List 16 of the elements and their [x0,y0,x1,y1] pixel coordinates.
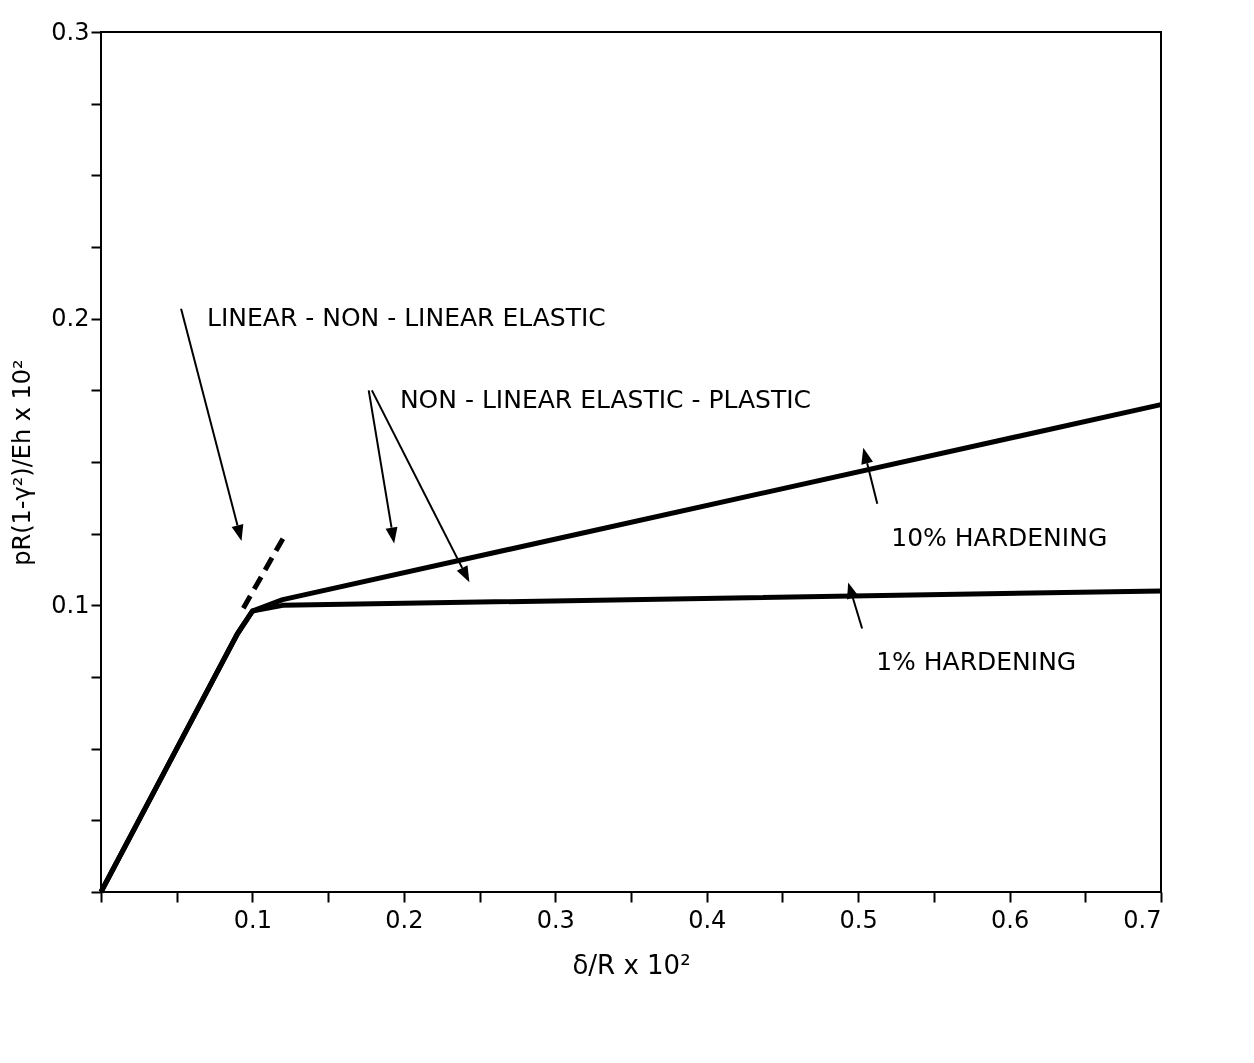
x-tick-label: 0.3 [536,905,575,934]
annotation: 10% HARDENING [891,522,1108,552]
x-tick-label: 0.7 [1123,905,1162,934]
annotation: NON - LINEAR ELASTIC - PLASTIC [399,385,812,415]
annotation: 1% HARDENING [876,647,1077,677]
y-axis-title: pR(1-γ²)/Eh x 10² [8,359,37,566]
x-tick-label: 0.4 [688,905,727,934]
x-tick-label: 0.2 [385,905,424,934]
x-tick-label: 0.6 [990,905,1030,934]
x-axis-title: δ/R x 10² [572,949,691,980]
y-tick-label: 0.1 [51,590,90,619]
y-tick-label: 0.2 [51,304,90,333]
x-tick-label: 0.5 [839,905,878,934]
annotation: LINEAR - NON - LINEAR ELASTIC [207,303,606,333]
x-tick-label: 0.1 [233,905,273,934]
y-tick-label: 0.3 [51,17,90,46]
